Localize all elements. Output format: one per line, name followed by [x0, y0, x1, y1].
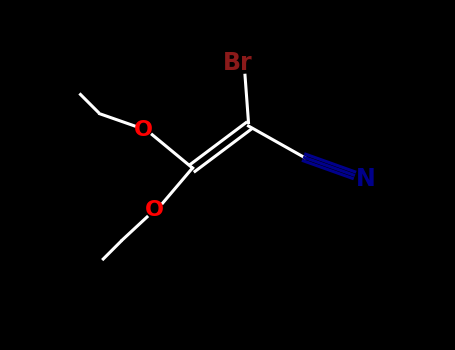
Text: O: O [145, 200, 163, 220]
Text: N: N [356, 167, 376, 190]
Text: O: O [134, 119, 153, 140]
Text: Br: Br [223, 51, 253, 75]
